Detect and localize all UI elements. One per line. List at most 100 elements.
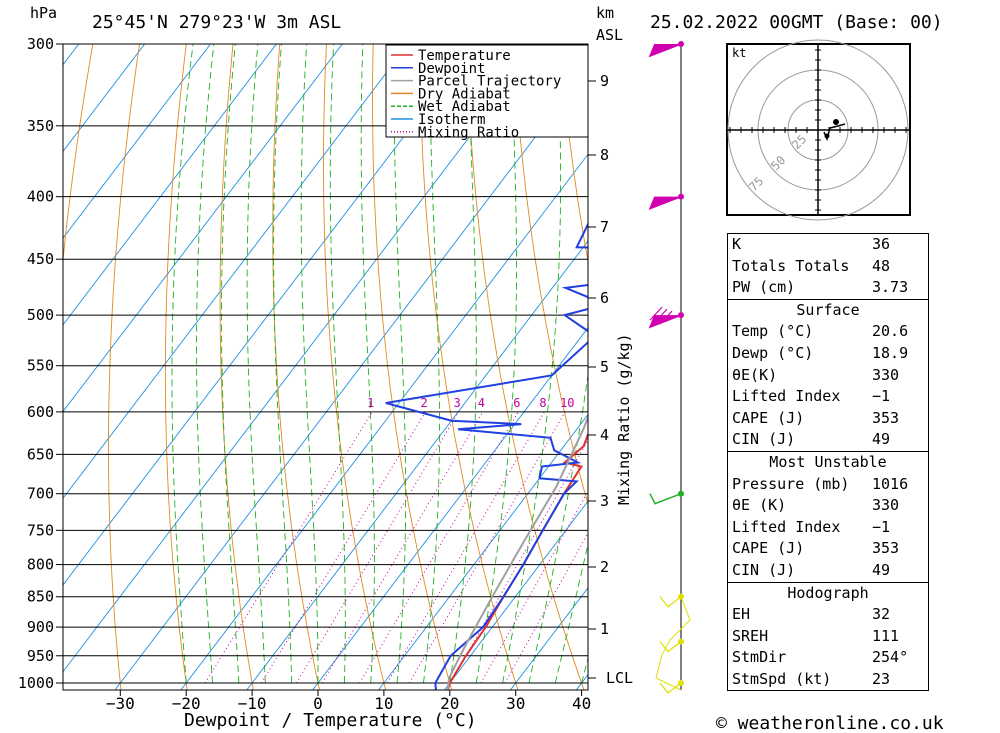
index-label: CIN (J) xyxy=(732,430,796,449)
wind-barb-column xyxy=(648,41,691,694)
temperature-tick-label: 20 xyxy=(440,694,459,713)
x-axis-label: Dewpoint / Temperature (°C) xyxy=(184,710,477,731)
mixing-ratio-tick-label: 25 xyxy=(650,396,664,410)
index-row: Totals Totals 48 xyxy=(728,256,928,278)
wet-adiabat-line xyxy=(528,372,588,684)
wind-barb xyxy=(659,641,682,653)
height-tick-label: 1 xyxy=(600,620,609,638)
km-unit-label: km xyxy=(596,4,614,22)
wind-barb-feathers xyxy=(649,306,673,325)
pressure-tick-label: 800 xyxy=(27,556,54,574)
index-value: 1016 xyxy=(872,474,909,493)
index-value: −1 xyxy=(872,517,891,536)
pressure-tick-label: 350 xyxy=(27,117,54,135)
dry-adiabat-line xyxy=(219,44,254,690)
temperature-axis: −30 −20 −10 0 10 20 30 40 xyxy=(106,690,591,713)
index-label: StmDir xyxy=(732,648,787,667)
mixing-ratio-tick-label: 15 xyxy=(599,396,613,410)
footer-credit: © weatheronline.co.uk xyxy=(716,713,944,733)
pressure-tick-label: 450 xyxy=(27,250,54,268)
index-row: EH 32 xyxy=(728,604,928,626)
index-row: Pressure (mb) 1016 xyxy=(728,474,928,496)
wet-adiabat-line xyxy=(246,44,266,684)
index-row: CIN (J) 49 xyxy=(728,560,928,582)
index-row: Temp (°C) 20.6 xyxy=(728,321,928,343)
legend-label: Temperature xyxy=(418,48,511,64)
index-label: Lifted Index xyxy=(732,387,841,406)
height-tick-label: 6 xyxy=(600,289,609,307)
index-row: Lifted Index −1 xyxy=(728,517,928,539)
index-label: Totals Totals xyxy=(732,256,850,275)
index-label: SREH xyxy=(732,626,769,645)
height-tick-label: 9 xyxy=(600,72,609,90)
index-row: StmDir 254° xyxy=(728,647,928,669)
dry-adiabat-line xyxy=(970,7,1000,709)
index-row: StmSpd (kt) 23 xyxy=(728,669,928,691)
index-label: Temp (°C) xyxy=(732,322,814,341)
index-label: CAPE (J) xyxy=(732,408,805,427)
mixing-ratio-tick-label: 10 xyxy=(560,396,574,410)
height-tick-label: 5 xyxy=(600,358,609,376)
wind-barb xyxy=(659,596,682,608)
height-tick-label: 3 xyxy=(600,492,609,510)
wet-adiabat-line xyxy=(581,656,588,684)
mixing-ratio-tick-label: 4 xyxy=(478,396,485,410)
wet-adiabat-line xyxy=(329,44,346,683)
index-row: CAPE (J) 353 xyxy=(728,538,928,560)
index-label: CAPE (J) xyxy=(732,539,805,558)
pressure-tick-label: 400 xyxy=(27,188,54,206)
mixing-ratio-line xyxy=(386,411,545,684)
height-tick-label: 7 xyxy=(600,218,609,236)
hodograph-title: Hodograph xyxy=(787,583,869,602)
temperature-tick-label: −30 xyxy=(106,694,135,713)
wet-adiabat-line xyxy=(273,44,293,683)
isotherm-line xyxy=(180,153,588,690)
index-value: 32 xyxy=(872,605,891,624)
dry-adiabat-lines xyxy=(63,7,1000,709)
dry-adiabat-line xyxy=(924,7,1000,709)
index-label: StmSpd (kt) xyxy=(732,669,832,688)
index-value: 330 xyxy=(872,365,900,384)
dry-adiabat-line xyxy=(63,44,94,265)
hodograph-point xyxy=(833,119,839,125)
index-label: K xyxy=(732,235,742,253)
index-value: 18.9 xyxy=(872,343,909,362)
isotherm-line xyxy=(509,587,588,690)
index-row: K 36 xyxy=(728,234,928,256)
plot-frame xyxy=(62,43,589,691)
dry-adiabat-line xyxy=(323,44,387,690)
parcel-trajectory-line xyxy=(446,414,588,690)
index-label: θE (K) xyxy=(732,496,787,515)
dry-adiabat-line xyxy=(164,44,188,690)
temperature-tick-label: −10 xyxy=(238,694,267,713)
pressure-tick-label: 750 xyxy=(27,521,54,539)
pressure-tick-label: 950 xyxy=(27,647,54,665)
index-row: Dewp (°C) 18.9 xyxy=(728,343,928,365)
datetime-title: 25.02.2022 00GMT (Base: 00) xyxy=(650,12,943,33)
isotherm-line xyxy=(63,44,278,326)
pressure-tick-label: 900 xyxy=(27,618,54,636)
mixing-ratio-line xyxy=(321,411,484,684)
hodograph-point xyxy=(824,133,830,139)
dry-adiabat-line xyxy=(419,44,519,690)
index-label: Dewp (°C) xyxy=(732,343,814,362)
pressure-tick-label: 550 xyxy=(27,357,54,375)
location-title: 25°45'N 279°23'W 3m ASL xyxy=(92,12,341,33)
legend-label: Dewpoint xyxy=(418,61,485,77)
pressure-axis: 300 350 400 450 500 550 600 650 700 750 800 850 900 9… xyxy=(18,35,63,692)
index-label: CIN (J) xyxy=(732,560,796,579)
asl-unit-label: ASL xyxy=(596,26,623,44)
index-label: θE(K) xyxy=(732,365,778,384)
isobar-lines xyxy=(63,44,588,684)
index-value: 49 xyxy=(872,430,891,449)
index-value: 48 xyxy=(872,256,891,275)
mixing-ratio-lines xyxy=(204,411,588,684)
index-value: 330 xyxy=(872,496,900,515)
mixing-ratio-tick-label: 3 xyxy=(454,396,461,410)
temperature-tick-label: 40 xyxy=(572,694,591,713)
pressure-tick-label: 500 xyxy=(27,306,54,324)
index-row: θE (K) 330 xyxy=(728,495,928,517)
index-row: θE(K) 330 xyxy=(728,365,928,387)
